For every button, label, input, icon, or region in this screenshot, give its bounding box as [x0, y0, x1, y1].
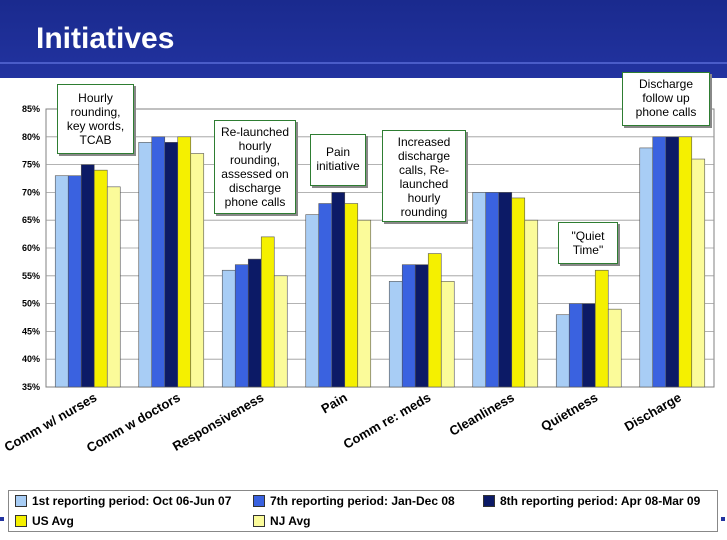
x-tick-label: Discharge	[622, 390, 684, 434]
y-tick-label: 40%	[22, 354, 40, 364]
bar	[498, 192, 513, 388]
bar	[54, 175, 69, 388]
legend-label: 1st reporting period: Oct 06-Jun 07	[32, 494, 232, 508]
bar	[151, 136, 166, 388]
bar	[388, 281, 403, 388]
bar	[652, 136, 667, 388]
legend-swatch	[253, 515, 265, 527]
y-tick-label: 75%	[22, 160, 40, 170]
bar	[594, 269, 609, 388]
callout-increased-discharge: Increased discharge calls, Re-launched h…	[382, 130, 466, 222]
legend-item-period1: 1st reporting period: Oct 06-Jun 07	[15, 494, 231, 508]
chart-legend: 1st reporting period: Oct 06-Jun 07 7th …	[8, 490, 718, 532]
y-tick-label: 60%	[22, 243, 40, 253]
bar	[665, 136, 680, 388]
bar	[555, 314, 570, 388]
legend-swatch	[483, 495, 495, 507]
bar	[485, 192, 500, 388]
bar	[357, 219, 372, 388]
bar	[106, 186, 121, 388]
slide-title: Initiatives	[36, 22, 175, 55]
bar	[305, 214, 320, 388]
callout-quiet-time: "Quiet Time"	[558, 222, 618, 264]
x-tick-label: Quietness	[538, 390, 600, 434]
legend-swatch	[253, 495, 265, 507]
y-tick-label: 85%	[22, 104, 40, 114]
legend-swatch	[15, 495, 27, 507]
legend-swatch	[15, 515, 27, 527]
legend-item-us-avg: US Avg	[15, 514, 74, 528]
bar-chart: 35% 40% 45% 50% 55% 60% 65% 70% 75% 80% 85% Comm w…	[2, 104, 715, 456]
slide-header	[0, 0, 727, 78]
bar	[221, 269, 236, 388]
bar	[260, 236, 275, 388]
bar	[524, 219, 539, 388]
bar	[427, 253, 442, 388]
bar	[691, 158, 706, 388]
legend-item-nj-avg: NJ Avg	[253, 514, 310, 528]
bar	[472, 192, 487, 388]
callout-relaunched-rounding: Re-launched hourly rounding, assessed on…	[214, 120, 296, 214]
bar	[138, 142, 153, 388]
edge-marker-right	[721, 517, 725, 521]
y-tick-label: 65%	[22, 215, 40, 225]
bar	[568, 303, 583, 388]
bar	[80, 164, 95, 388]
legend-item-period8: 8th reporting period: Apr 08-Mar 09	[483, 494, 700, 508]
legend-label: 7th reporting period: Jan-Dec 08	[270, 494, 455, 508]
bar	[234, 264, 249, 388]
edge-marker-left	[0, 517, 4, 521]
header-divider	[0, 62, 727, 64]
bar	[678, 136, 693, 388]
y-tick-label: 55%	[22, 271, 40, 281]
x-tick-label: Comm re: meds	[341, 390, 434, 452]
bar	[247, 258, 262, 388]
bar	[607, 308, 622, 388]
y-tick-label: 35%	[22, 382, 40, 392]
callout-discharge-followup: Discharge follow up phone calls	[622, 72, 710, 126]
y-tick-label: 80%	[22, 132, 40, 142]
y-tick-label: 70%	[22, 187, 40, 197]
legend-label: US Avg	[32, 514, 74, 528]
callout-pain-initiative: Pain initiative	[310, 134, 366, 186]
y-tick-label: 45%	[22, 326, 40, 336]
bar	[440, 281, 455, 388]
legend-label: 8th reporting period: Apr 08-Mar 09	[500, 494, 701, 508]
bar	[67, 175, 82, 388]
x-tick-label: Pain	[318, 390, 349, 417]
bar	[639, 147, 654, 388]
callout-hourly-rounding: Hourly rounding, key words, TCAB	[57, 84, 134, 154]
bar	[190, 153, 205, 388]
bar	[581, 303, 596, 388]
bar	[331, 192, 346, 388]
x-tick-label: Comm w doctors	[84, 390, 183, 456]
legend-label: NJ Avg	[270, 514, 311, 528]
bar	[401, 264, 416, 388]
bar	[414, 264, 429, 388]
y-tick-label: 50%	[22, 299, 40, 309]
bar	[344, 203, 359, 388]
bar	[318, 203, 333, 388]
bar	[93, 169, 108, 388]
bar	[177, 136, 192, 388]
legend-item-period7: 7th reporting period: Jan-Dec 08	[253, 494, 455, 508]
bar	[273, 275, 288, 388]
x-tick-label: Cleanliness	[447, 390, 517, 439]
x-tick-label: Responsiveness	[170, 390, 266, 454]
bar	[511, 197, 526, 388]
bar	[164, 142, 179, 388]
